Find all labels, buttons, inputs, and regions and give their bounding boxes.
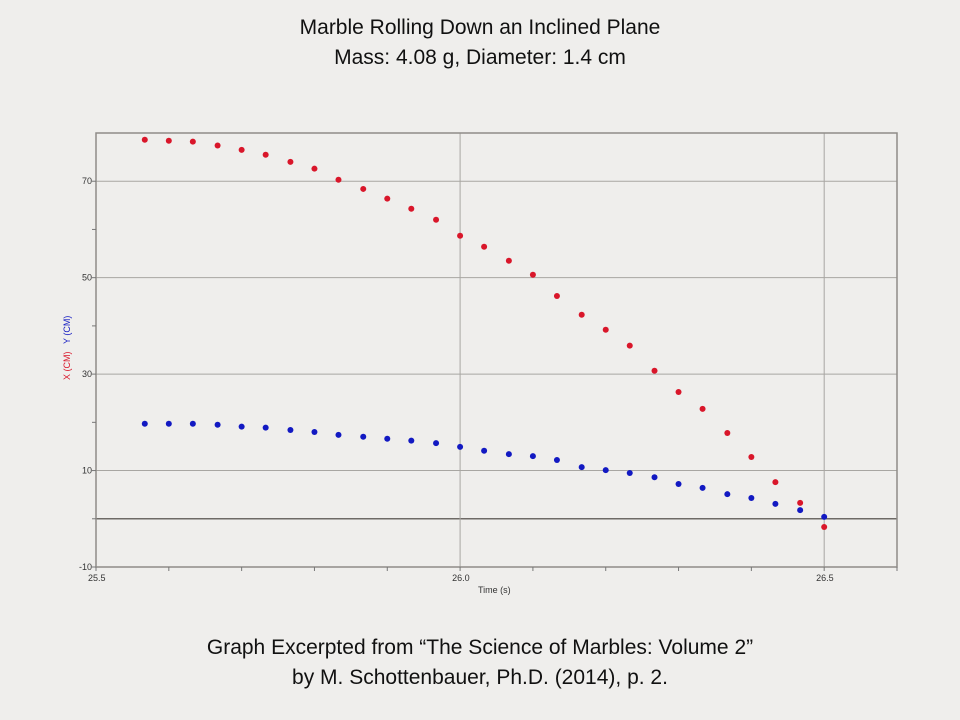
x-tick-label: 25.5: [88, 573, 106, 583]
y-point: [262, 424, 269, 431]
x-point: [262, 151, 269, 158]
y-point: [675, 481, 682, 488]
x-point: [626, 342, 633, 349]
data-points: [141, 136, 828, 530]
x-point: [384, 195, 391, 202]
caption-line-1: Graph Excerpted from “The Science of Mar…: [206, 636, 754, 659]
x-point: [821, 523, 828, 530]
y-point: [457, 443, 464, 450]
y-point: [602, 467, 609, 474]
x-point: [360, 185, 367, 192]
y-tick-label: 50: [82, 273, 92, 283]
y-point: [626, 469, 633, 476]
y-point: [529, 453, 536, 460]
y-point: [578, 464, 585, 471]
x-point: [748, 454, 755, 461]
x-point: [189, 138, 196, 145]
x-tick-label: 26.0: [452, 573, 470, 583]
x-point: [238, 146, 245, 153]
y-point: [360, 433, 367, 440]
x-point: [433, 216, 440, 223]
y-point: [141, 420, 148, 427]
grid: [96, 133, 897, 567]
x-point: [481, 243, 488, 250]
x-point: [578, 311, 585, 318]
y-point: [335, 431, 342, 438]
y-point: [699, 484, 706, 491]
x-point: [553, 292, 560, 299]
x-point: [651, 367, 658, 374]
y-point: [505, 451, 512, 458]
y-point: [408, 437, 415, 444]
y-tick-label: 30: [82, 369, 92, 379]
y-point: [748, 495, 755, 502]
x-point: [724, 429, 731, 436]
y-point: [214, 421, 221, 428]
y-point: [481, 447, 488, 454]
y-point: [238, 423, 245, 430]
x-point: [141, 136, 148, 143]
y-tick-label: 70: [82, 176, 92, 186]
y-point: [724, 491, 731, 498]
x-point: [529, 271, 536, 278]
y-point: [772, 500, 779, 507]
x-point: [311, 165, 318, 172]
y-point: [287, 427, 294, 434]
y-point: [821, 513, 828, 520]
plot-frame: [95, 132, 898, 568]
y-tick-label: 10: [82, 466, 92, 476]
y-point: [165, 420, 172, 427]
x-point: [675, 388, 682, 395]
x-point: [772, 479, 779, 486]
chart-title: Marble Rolling Down an Inclined Plane: [299, 16, 661, 39]
axes: 25.5 26.0 26.5 -10 10 30 50 70: [79, 132, 898, 583]
y-tick-label: -10: [79, 562, 92, 572]
x-point: [335, 176, 342, 183]
x-point: [505, 257, 512, 264]
x-point: [214, 142, 221, 149]
x-point: [457, 232, 464, 239]
y-point: [384, 435, 391, 442]
y-axis-label: X (CM) Y (CM): [62, 316, 72, 380]
x-point: [602, 326, 609, 333]
x-point: [699, 405, 706, 412]
x-point: [287, 158, 294, 165]
caption-line-2: by M. Schottenbauer, Ph.D. (2014), p. 2.: [292, 666, 668, 689]
y-point: [189, 420, 196, 427]
y-point: [311, 428, 318, 435]
y-point: [553, 456, 560, 463]
x-point: [165, 137, 172, 144]
chart-subtitle: Mass: 4.08 g, Diameter: 1.4 cm: [334, 46, 626, 69]
y-point: [433, 440, 440, 447]
x-axis-label: Time (s): [478, 585, 511, 595]
y-point: [797, 507, 804, 514]
y-label-x: X (CM): [62, 352, 72, 381]
y-point: [651, 474, 658, 481]
x-tick-label: 26.5: [816, 573, 834, 583]
y-label-y: Y (CM): [62, 316, 72, 344]
x-point: [797, 499, 804, 506]
x-point: [408, 205, 415, 212]
